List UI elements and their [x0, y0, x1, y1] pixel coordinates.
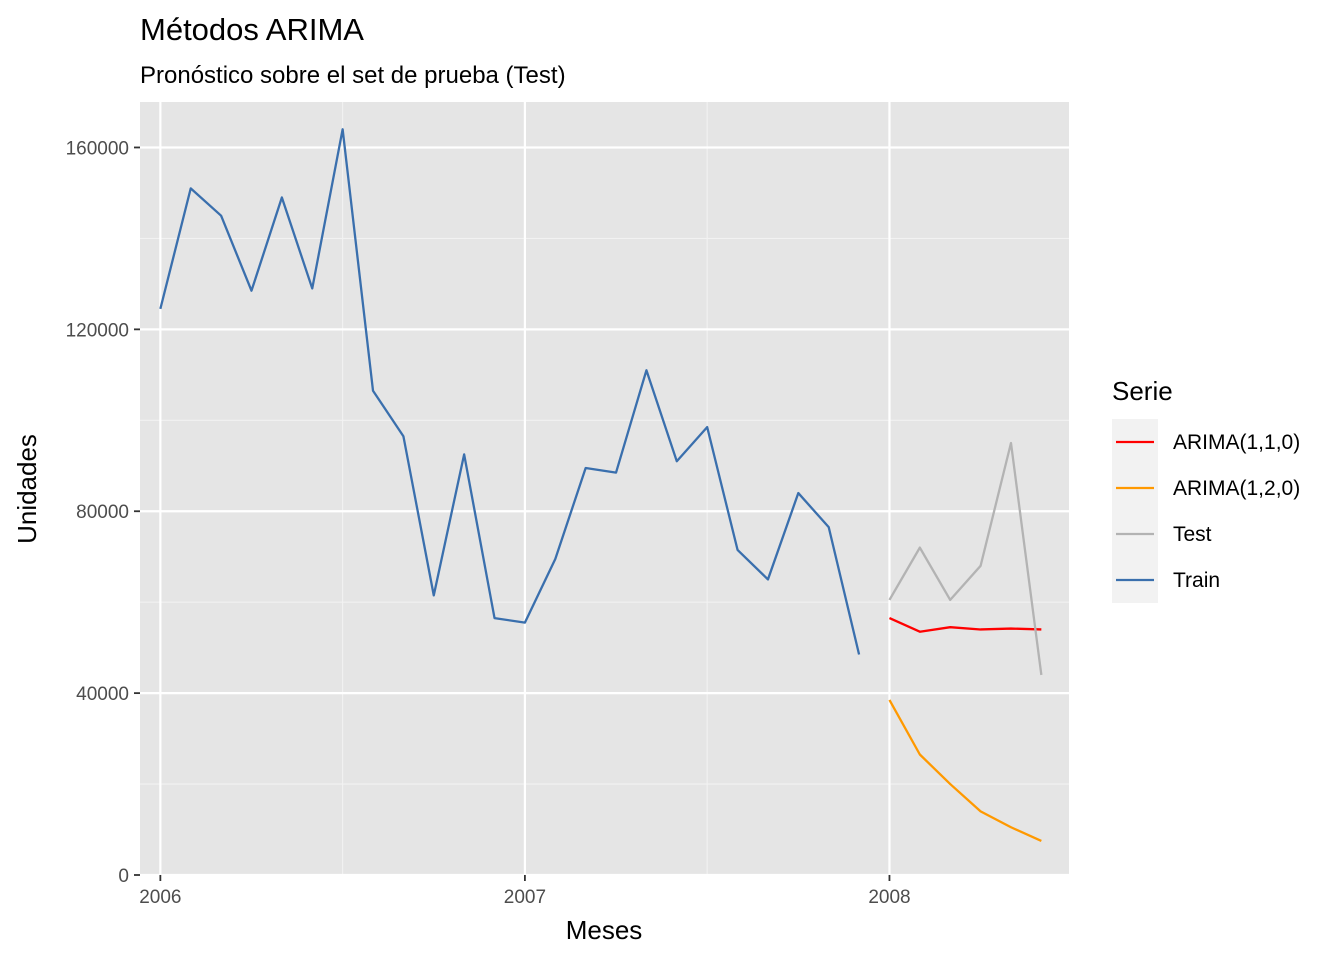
x-tick-label: 2008 — [868, 887, 910, 908]
legend-label-arima-1-2-0: ARIMA(1,2,0) — [1173, 477, 1300, 500]
series-lines — [159, 128, 1043, 842]
legend-key-background — [1112, 419, 1158, 603]
series-line-arima-1-1-0 — [888, 617, 1042, 633]
chart-subtitle: Pronóstico sobre el set de prueba (Test) — [140, 62, 566, 89]
x-tick-label: 2007 — [504, 887, 546, 908]
y-axis-title: Unidades — [12, 434, 42, 544]
y-tick-label: 40000 — [76, 684, 129, 705]
x-tick-label: 2006 — [139, 887, 181, 908]
x-axis: 2006 2007 2008 — [139, 875, 911, 908]
y-tick-label: 160000 — [66, 138, 129, 159]
y-axis: 0 40000 80000 120000 160000 — [66, 138, 140, 887]
series-line-arima-1-2-0 — [888, 699, 1042, 842]
legend-title: Serie — [1112, 376, 1173, 406]
x-axis-title: Meses — [566, 915, 643, 945]
series-line-test — [888, 441, 1043, 676]
y-tick-label: 80000 — [76, 502, 129, 523]
legend-label-train: Train — [1173, 569, 1220, 592]
legend-label-test: Test — [1173, 523, 1212, 546]
series-line-train — [159, 128, 861, 655]
y-tick-label: 0 — [118, 866, 129, 887]
series-test — [888, 441, 1043, 676]
chart-title: Métodos ARIMA — [140, 12, 364, 47]
series-arima-1-1-0 — [888, 617, 1042, 633]
series-arima-1-2-0 — [888, 699, 1042, 842]
plot-panel — [140, 102, 1069, 875]
legend: Serie ARIMA(1,1,0) ARIMA(1,2,0) Test Train — [1112, 376, 1300, 603]
major-gridlines — [140, 102, 1069, 877]
series-train — [159, 128, 861, 655]
y-tick-label: 120000 — [66, 320, 129, 341]
legend-label-arima-1-1-0: ARIMA(1,1,0) — [1173, 431, 1300, 454]
